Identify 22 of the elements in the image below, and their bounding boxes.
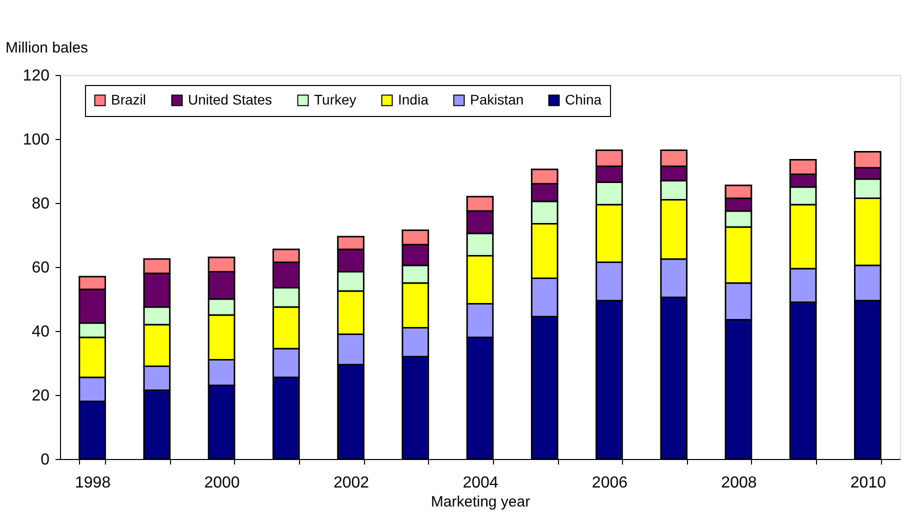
x-tick-label: 2006 [592, 474, 628, 492]
y-tick-label: 120 [22, 68, 50, 84]
x-tick-label: 2010 [850, 474, 886, 492]
y-tick-label: 0 [40, 452, 50, 468]
legend-label: China [565, 91, 602, 108]
x-tick-label: 2000 [204, 474, 240, 492]
legend-label: Pakistan [470, 91, 524, 108]
legend-label: Turkey [314, 91, 356, 108]
y-tick-label: 40 [32, 324, 50, 340]
x-axis-title: Marketing year [430, 494, 530, 510]
x-tick-label: 2004 [462, 474, 498, 492]
legend-label: Brazil [111, 91, 146, 108]
x-tick-label: 2002 [333, 474, 370, 492]
legend-label: United States [188, 91, 272, 108]
y-tick-label: 100 [22, 132, 50, 148]
y-axis-title: Million bales [6, 40, 88, 56]
y-tick-label: 60 [32, 260, 50, 276]
y-tick-label: 20 [32, 388, 50, 404]
x-tick-label: 1998 [75, 474, 111, 492]
x-tick-label: 2008 [721, 474, 757, 492]
y-tick-label: 80 [32, 196, 50, 212]
legend-label: India [398, 91, 429, 108]
